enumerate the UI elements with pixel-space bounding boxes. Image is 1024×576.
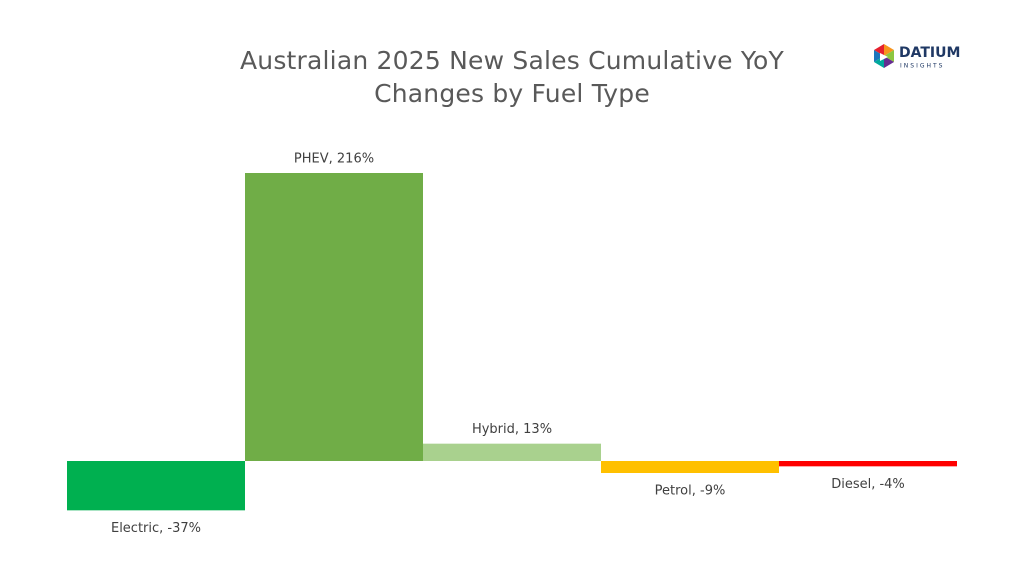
logo-name: DATIUM [899,45,960,61]
data-label: Diesel, -4% [831,477,905,492]
logo-tagline: INSIGHTS [900,63,944,70]
data-label: Petrol, -9% [655,484,726,499]
bar [601,461,779,473]
data-label: Hybrid, 13% [472,422,552,437]
bar [779,461,957,467]
bar [245,173,423,461]
bar [67,461,245,511]
chart-title: Australian 2025 New Sales Cumulative YoY… [239,46,785,108]
data-label: Electric, -37% [111,521,201,536]
data-label: PHEV, 216% [294,152,374,167]
logo-icon [874,44,894,68]
bar [423,443,601,461]
